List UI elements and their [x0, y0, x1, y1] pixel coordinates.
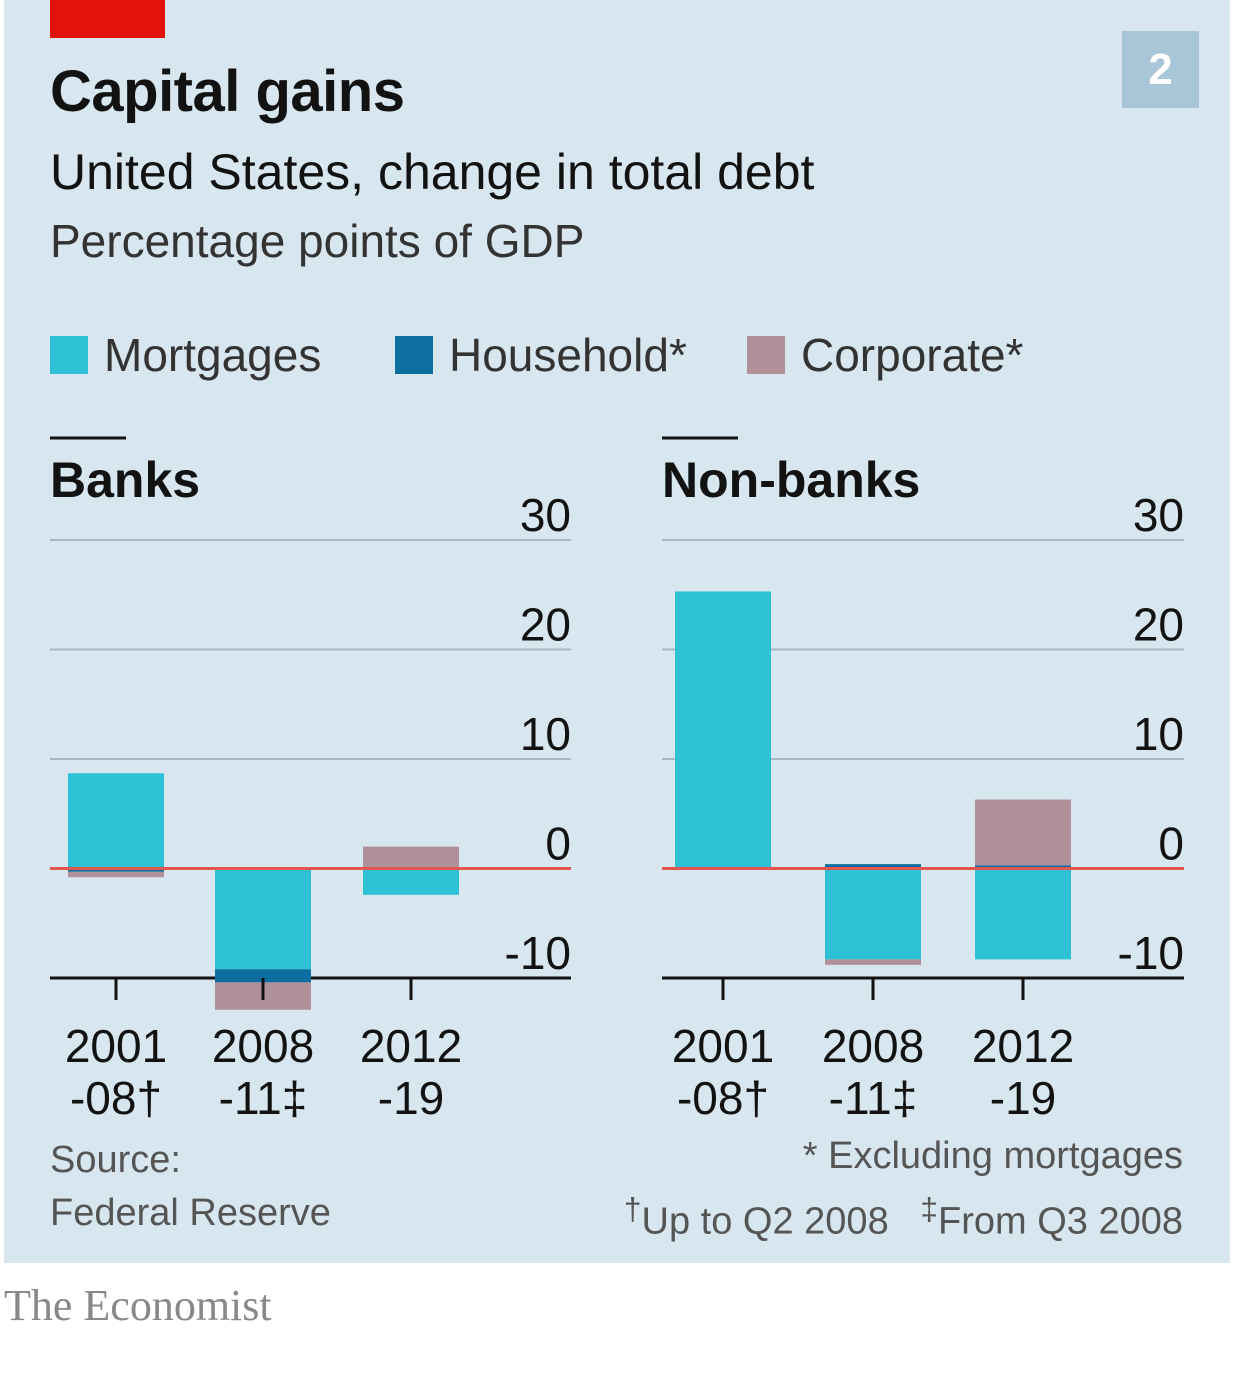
banks-x-label-end: -11‡: [219, 1072, 308, 1124]
banks-y-tick-label: 10: [520, 708, 571, 760]
legend-item-household: Household*: [395, 328, 687, 382]
banks-x-label-start: 2001: [65, 1020, 167, 1072]
non-banks-x-label-start: 2012: [972, 1020, 1074, 1072]
legend-swatch-household: [395, 336, 433, 374]
banks-x-label-end: -08†: [70, 1072, 162, 1124]
non-banks-y-tick-label: -10: [1118, 927, 1184, 979]
legend-label-household: Household*: [449, 329, 687, 381]
non-banks-x-label-start: 2001: [672, 1020, 774, 1072]
banks-y-tick-label: 0: [545, 818, 571, 870]
non-banks-x-label-end: -08†: [677, 1072, 769, 1124]
non-banks-y-tick-label: 0: [1158, 818, 1184, 870]
legend-item-mortgages: Mortgages: [50, 328, 321, 382]
dagger-mark: †: [623, 1191, 642, 1227]
legend-swatch-mortgages: [50, 336, 88, 374]
chart-title: Capital gains: [50, 59, 405, 124]
chart-panel: [4, 0, 1230, 1263]
footnote-periods: †Up to Q2 2008 ‡From Q3 2008: [624, 1183, 1183, 1249]
banks-bar-household-0: [68, 868, 164, 872]
double-dagger-mark: ‡: [920, 1191, 938, 1227]
footnote-dagger: Up to Q2 2008: [641, 1200, 889, 1243]
non-banks-y-tick-label: 10: [1133, 708, 1184, 760]
footnote-excluding-mortgages: * Excluding mortgages: [802, 1135, 1183, 1177]
brand-red-tag: [50, 0, 165, 38]
banks-y-tick-label: 20: [520, 599, 571, 651]
non-banks-panel-title: Non-banks: [662, 452, 920, 508]
chart-unit: Percentage points of GDP: [50, 215, 585, 267]
non-banks-x-label-end: -19: [990, 1072, 1056, 1124]
banks-bar-mortgages-0: [68, 773, 164, 869]
banks-bar-mortgages-1: [215, 868, 311, 970]
banks-y-tick-label: -10: [505, 927, 571, 979]
banks-bar-corporate-2: [363, 846, 459, 869]
legend-swatch-corporate: [747, 336, 785, 374]
legend-item-corporate: Corporate*: [747, 328, 1023, 382]
banks-panel-title: Banks: [50, 452, 200, 508]
banks-bar-corporate-0: [68, 871, 164, 878]
non-banks-x-label-end: -11‡: [829, 1072, 918, 1124]
legend-label-corporate: Corporate*: [801, 329, 1024, 381]
non-banks-x-label-start: 2008: [822, 1020, 924, 1072]
footnotes: * Excluding mortgages †Up to Q2 2008 ‡Fr…: [624, 1130, 1183, 1249]
banks-bar-mortgages-2: [363, 868, 459, 895]
banks-bar-household-1: [215, 969, 311, 983]
source-name: Federal Reserve: [50, 1192, 331, 1234]
non-banks-bar-mortgages-2: [975, 868, 1071, 960]
non-banks-y-tick-label: 30: [1133, 489, 1184, 541]
banks-x-label-end: -19: [378, 1072, 444, 1124]
banks-y-tick-label: 30: [520, 489, 571, 541]
non-banks-bar-mortgages-1: [825, 868, 921, 960]
footnote-double-dagger: From Q3 2008: [938, 1200, 1183, 1243]
charts-svg: Banks3020100-102001-08†2008-11‡2012-19No…: [50, 436, 1184, 1124]
source-label: Source:: [50, 1139, 181, 1181]
non-banks-y-tick-label: 20: [1133, 599, 1184, 651]
non-banks-bar-household-2: [975, 865, 1071, 869]
chart-subtitle: United States, change in total debt: [50, 144, 815, 200]
publisher-logo: The Economist: [4, 1281, 272, 1330]
banks-x-label-start: 2008: [212, 1020, 314, 1072]
non-banks-bar-corporate-2: [975, 799, 1071, 866]
non-banks-bar-household-1: [825, 864, 921, 869]
chart-number-badge: 2: [1122, 31, 1199, 108]
non-banks-bar-corporate-1: [825, 959, 921, 965]
legend-label-mortgages: Mortgages: [104, 329, 322, 381]
banks-x-label-start: 2012: [360, 1020, 462, 1072]
source-note: Source: Federal Reserve: [50, 1134, 331, 1240]
non-banks-bar-mortgages-0: [675, 591, 771, 869]
